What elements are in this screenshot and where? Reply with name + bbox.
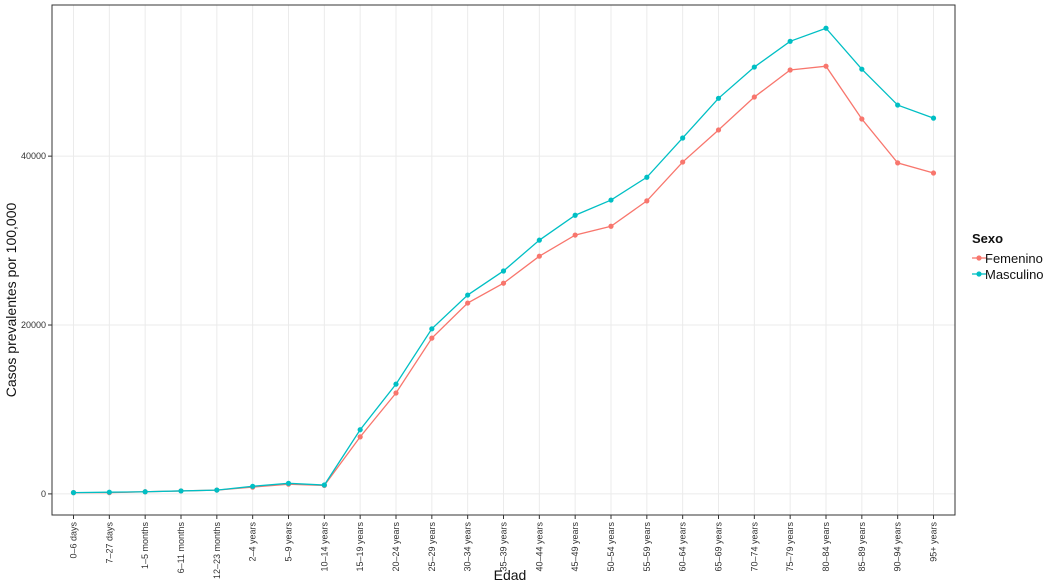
- x-tick-label: 25–29 years: [427, 522, 437, 572]
- legend-label: Femenino: [985, 251, 1043, 266]
- data-point: [608, 197, 614, 203]
- data-point: [787, 38, 793, 44]
- data-point: [823, 63, 829, 69]
- x-tick-label: 6–11 months: [176, 522, 186, 574]
- data-point: [680, 135, 686, 141]
- x-tick-label: 10–14 years: [319, 522, 329, 572]
- x-tick-label: 55–59 years: [642, 522, 652, 572]
- x-tick-label: 75–79 years: [785, 522, 795, 572]
- data-point: [572, 232, 578, 238]
- x-tick-label: 7–27 days: [104, 522, 114, 564]
- data-point: [70, 490, 77, 496]
- x-tick-label: 0–6 days: [69, 522, 79, 559]
- y-tick-label: 20000: [21, 320, 46, 330]
- x-tick-label: 65–69 years: [714, 522, 724, 572]
- data-point: [572, 212, 578, 218]
- data-point: [429, 335, 435, 341]
- data-point: [751, 64, 757, 70]
- data-point: [393, 390, 399, 396]
- x-tick-label: 20–24 years: [391, 522, 401, 572]
- data-point: [608, 223, 614, 229]
- plot-border: [51, 4, 956, 516]
- data-point: [644, 174, 650, 180]
- data-point: [895, 102, 901, 108]
- data-point: [393, 381, 399, 387]
- x-tick-label: 60–64 years: [678, 522, 688, 572]
- legend-title: Sexo: [972, 231, 1003, 246]
- data-point: [644, 198, 650, 204]
- data-point: [357, 434, 363, 440]
- data-point: [500, 280, 507, 286]
- data-point: [465, 300, 471, 306]
- data-point: [930, 170, 937, 176]
- data-point: [751, 94, 757, 100]
- x-tick-label: 85–89 years: [857, 522, 867, 572]
- x-tick-label: 35–39 years: [499, 522, 509, 572]
- data-point: [680, 159, 686, 165]
- x-tick-label: 2–4 years: [248, 522, 258, 562]
- data-point: [321, 482, 327, 488]
- x-tick-label: 12–23 months: [212, 522, 222, 580]
- data-point: [142, 489, 148, 495]
- data-point: [930, 115, 937, 121]
- legend-key-point: [976, 271, 982, 277]
- legend-label: Masculino: [985, 267, 1044, 282]
- x-tick-label: 90–94 years: [893, 522, 903, 572]
- data-point: [859, 116, 865, 122]
- x-tick-label: 40–44 years: [534, 522, 544, 572]
- x-tick-label: 70–74 years: [749, 522, 759, 572]
- data-point: [715, 127, 722, 133]
- data-point: [178, 488, 184, 494]
- data-point: [465, 292, 471, 298]
- data-point: [859, 66, 865, 72]
- x-tick-label: 5–9 years: [284, 522, 294, 562]
- data-point: [250, 483, 256, 489]
- x-tick-label: 15–19 years: [355, 522, 365, 572]
- data-point: [285, 480, 292, 486]
- data-point: [715, 95, 722, 101]
- data-point: [357, 427, 363, 433]
- data-point: [214, 487, 220, 493]
- x-tick-label: 50–54 years: [606, 522, 616, 572]
- data-point: [429, 326, 435, 332]
- data-point: [787, 67, 793, 73]
- x-tick-label: 45–49 years: [570, 522, 580, 572]
- y-tick-label: 40000: [21, 151, 46, 161]
- data-point: [536, 237, 542, 243]
- y-axis-title: Casos prevalentes por 100,000: [3, 203, 19, 398]
- data-point: [500, 268, 507, 274]
- y-tick-label: 0: [41, 489, 46, 499]
- x-tick-label: 1–5 months: [140, 522, 150, 570]
- x-tick-label: 80–84 years: [821, 522, 831, 572]
- x-axis-title: Edad: [494, 567, 527, 583]
- x-tick-label: 30–34 years: [463, 522, 473, 572]
- data-point: [823, 25, 829, 31]
- data-point: [106, 489, 112, 495]
- data-point: [895, 160, 901, 166]
- legend-key-point: [976, 255, 982, 261]
- data-point: [536, 253, 542, 259]
- x-tick-label: 95+ years: [929, 522, 939, 562]
